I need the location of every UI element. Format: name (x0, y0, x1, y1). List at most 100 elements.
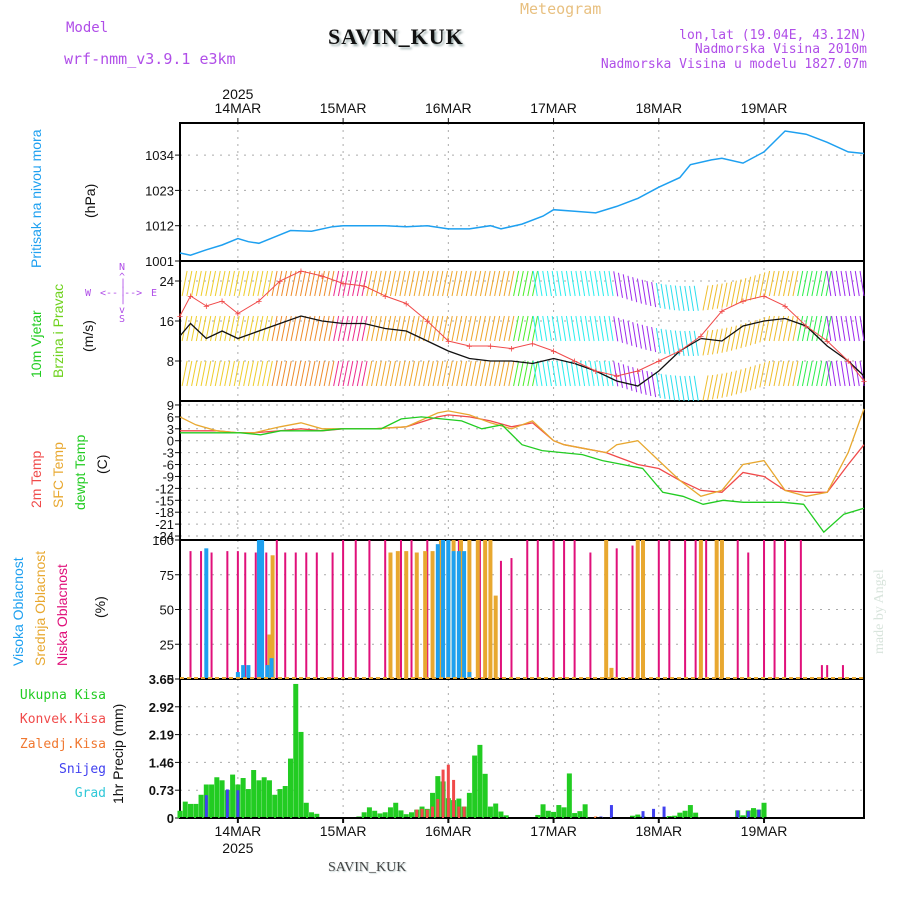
cloud-low-bar (426, 540, 429, 678)
precip-total-bar (687, 805, 693, 818)
cloud-low-bar (399, 540, 402, 678)
wind-arrow (352, 315, 359, 342)
precip-total-bar (188, 803, 194, 818)
wind-arrow (632, 367, 638, 393)
y-tick-label: 0 (167, 434, 174, 449)
wind-arrow (513, 270, 520, 297)
footer-station: SAVIN_KUK (328, 860, 407, 875)
wind-arrow (461, 270, 467, 297)
wind-arrow (285, 270, 292, 297)
cloud-low-bar (236, 551, 239, 678)
y-tick-label: 1001 (145, 254, 174, 269)
wind-arrow (484, 315, 491, 342)
wind-gust-marker: + (424, 316, 430, 328)
wind-arrow (262, 270, 269, 297)
wind-arrow (726, 371, 733, 397)
cloud-low-bar (410, 540, 413, 678)
precip-total-bar (182, 801, 188, 818)
cloud-mid-bar (388, 552, 393, 678)
wind-arrow (205, 360, 212, 387)
wind-arrow (205, 270, 212, 297)
wind-arrow (361, 360, 368, 387)
y-tick-label: 6 (167, 410, 174, 425)
wind-arrow (764, 315, 771, 342)
cloud-mid-bar (458, 540, 463, 678)
wind-arrow (542, 270, 548, 297)
wind-arrow (797, 360, 804, 387)
wind-arrow (670, 330, 676, 356)
wind-arrow (711, 284, 718, 310)
cloud-low-bar (784, 540, 787, 678)
precip-conv-bar (431, 806, 435, 818)
wind-arrow (589, 360, 595, 387)
wind-arrow (711, 374, 718, 400)
wind-arrow (238, 315, 245, 342)
cloud-low-bar (384, 540, 387, 678)
model-label: Model (66, 20, 109, 36)
wind-arrow (408, 270, 415, 297)
cloud-low-bar (354, 540, 357, 678)
wind-arrow (783, 270, 789, 297)
y-tick-label: 25 (160, 637, 174, 652)
wind-arrow (679, 285, 685, 311)
wind-arrow (622, 364, 628, 390)
precip-total-bar (398, 810, 404, 818)
wind-gust-marker: + (487, 341, 493, 353)
wind-arrow (754, 318, 761, 344)
wind-arrow (295, 360, 302, 387)
wind-arrow (716, 283, 723, 309)
wind-arrow (608, 270, 614, 297)
wind-arrow (622, 319, 628, 345)
cloud-low-bar (200, 551, 203, 678)
x-tick-label-top: 16MAR (425, 100, 472, 116)
wind-arrow (404, 270, 411, 297)
precip-total-bar (435, 776, 441, 818)
wind-arrow (845, 315, 851, 342)
precip-conv-bar (457, 806, 461, 818)
wind-arrow (361, 315, 368, 342)
cloud-mid-bar (395, 551, 400, 678)
x-tick-label-top: 18MAR (635, 100, 682, 116)
wind-arrow (551, 360, 557, 387)
page-title: SAVIN_KUK (328, 24, 464, 49)
wind-arrow (427, 315, 434, 342)
y-tick-label: -9 (162, 469, 174, 484)
wind-arrow (418, 270, 425, 297)
wind-arrow (636, 368, 642, 394)
wind-arrow (281, 360, 288, 387)
wind-arrow (660, 283, 666, 309)
precip-total-bar (403, 814, 409, 818)
cloud-low-bar (552, 540, 555, 678)
wind-arrow (759, 272, 766, 298)
wind-arrow (599, 315, 605, 342)
wind-arrow (356, 270, 363, 297)
wind-arrow (380, 270, 387, 297)
wind-arrow (271, 315, 278, 342)
y-tick-label: 0 (167, 672, 174, 687)
cloud-low-bar (368, 540, 371, 678)
wind-arrow (451, 315, 458, 342)
wind-arrow (702, 375, 709, 401)
cloud-mid-bar (423, 551, 428, 678)
wind-arrow (470, 360, 477, 387)
wind-arrow (693, 330, 699, 356)
wind-arrow (730, 280, 737, 306)
wind-arrow (542, 360, 548, 387)
wind-arrow (323, 270, 330, 297)
coords-label: lon,lat (19.04E, 43.12N) (679, 28, 867, 43)
wind-arrow (594, 315, 600, 342)
precip-total-bar (498, 811, 504, 818)
y-tick-label: 16 (160, 314, 174, 329)
wind-arrow (532, 360, 538, 387)
precip-total-bar (393, 802, 399, 818)
wind-arrow (646, 370, 652, 397)
wind-arrow (399, 270, 406, 297)
wind-gust-line (179, 270, 865, 382)
wind-arrow (797, 270, 804, 297)
precip-total-bar (466, 792, 472, 818)
cloud-mid-bar (430, 551, 435, 678)
wind-arrow (423, 270, 430, 297)
precip-snow-bar (609, 805, 613, 818)
wind-arrow (408, 315, 415, 342)
wind-arrow (470, 270, 477, 297)
